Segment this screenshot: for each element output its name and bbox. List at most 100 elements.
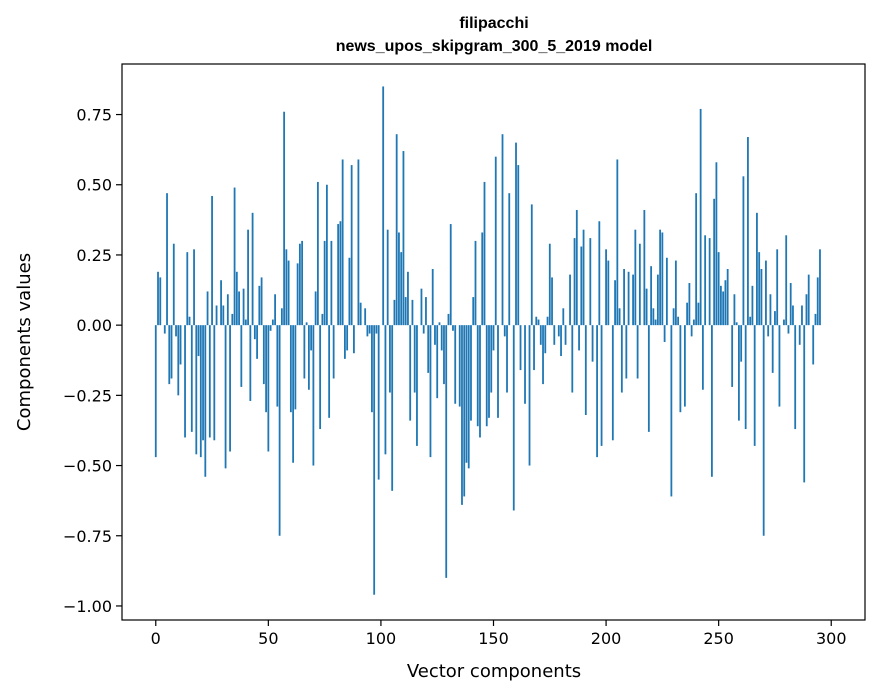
- bar-component-132: [452, 325, 454, 331]
- bar-component-31: [224, 325, 227, 469]
- bar-component-179: [557, 325, 560, 337]
- bar-component-142: [474, 240, 477, 326]
- bar-component-14: [186, 252, 189, 326]
- y-tick-label: −1.00: [63, 597, 112, 616]
- bar-component-138: [465, 325, 468, 463]
- bar-component-182: [564, 325, 567, 345]
- bar-component-270: [762, 325, 765, 536]
- bar-component-265: [751, 285, 754, 326]
- bar-component-40: [244, 319, 247, 326]
- bar-component-112: [407, 271, 409, 326]
- x-tick-label: 150: [478, 629, 509, 648]
- bar-component-60: [289, 325, 292, 413]
- bar-component-154: [501, 134, 504, 326]
- bar-component-2: [159, 277, 162, 326]
- bar-component-271: [765, 260, 767, 326]
- bar-component-223: [656, 274, 659, 326]
- bar-component-191: [584, 325, 587, 416]
- bar-component-82: [339, 221, 342, 326]
- bar-component-221: [652, 308, 655, 326]
- bar-component-19: [197, 325, 200, 357]
- bar-component-8: [172, 243, 175, 326]
- bar-component-164: [524, 325, 526, 404]
- bar-component-103: [386, 229, 389, 326]
- bar-component-203: [611, 325, 614, 441]
- y-tick-label: 0.75: [76, 106, 112, 125]
- bar-component-49: [265, 325, 267, 413]
- bar-component-87: [350, 165, 353, 326]
- bar-component-43: [251, 212, 254, 326]
- bar-component-196: [596, 325, 598, 458]
- bar-component-59: [287, 260, 290, 326]
- bar-component-54: [276, 325, 279, 407]
- bar-component-133: [454, 325, 457, 404]
- bar-component-214: [636, 325, 639, 379]
- bar-component-269: [760, 268, 763, 326]
- bar-component-162: [519, 325, 522, 371]
- bar-component-36: [235, 271, 238, 326]
- bar-component-172: [542, 325, 544, 385]
- bar-component-251: [720, 285, 722, 326]
- bar-component-189: [580, 246, 583, 326]
- bar-component-160: [515, 142, 517, 326]
- bar-component-26: [213, 325, 216, 441]
- bar-component-50: [267, 325, 270, 452]
- bar-component-17: [193, 249, 195, 326]
- bar-component-64: [298, 243, 301, 326]
- bar-component-27: [215, 305, 218, 326]
- bar-component-212: [632, 274, 634, 326]
- bar-component-248: [713, 198, 716, 326]
- bar-component-267: [756, 212, 758, 326]
- bar-component-37: [238, 291, 240, 326]
- bar-component-123: [431, 268, 434, 326]
- bar-component-217: [643, 210, 646, 326]
- bar-component-73: [319, 325, 322, 430]
- bar-component-235: [683, 325, 686, 407]
- bar-component-120: [425, 297, 427, 326]
- bar-component-277: [778, 325, 781, 407]
- bar-component-61: [292, 325, 295, 463]
- bar-component-210: [627, 271, 630, 326]
- bar-component-105: [391, 325, 394, 491]
- bar-component-93: [364, 308, 367, 326]
- bar-component-81: [337, 224, 340, 326]
- bar-component-206: [618, 308, 621, 326]
- bar-component-25: [211, 195, 213, 326]
- bar-component-208: [623, 268, 625, 326]
- bar-component-215: [638, 243, 641, 326]
- bar-component-205: [616, 159, 619, 326]
- bar-component-94: [366, 325, 369, 337]
- y-tick-label: −0.50: [63, 457, 112, 476]
- bar-component-74: [321, 313, 324, 326]
- bar-component-293: [814, 313, 817, 326]
- bar-component-69: [310, 325, 313, 351]
- bar-component-169: [535, 316, 538, 326]
- bar-component-268: [758, 252, 761, 326]
- x-tick-label: 300: [816, 629, 847, 648]
- chart-subtitle: news_upos_skipgram_300_5_2019 model: [336, 38, 653, 55]
- bar-component-139: [467, 325, 470, 469]
- y-tick-label: −0.25: [63, 386, 112, 405]
- bar-component-63: [296, 263, 299, 326]
- bar-component-188: [578, 325, 580, 351]
- bar-component-281: [787, 325, 790, 334]
- bar-component-201: [607, 260, 610, 326]
- bar-component-232: [677, 316, 680, 326]
- bar-component-243: [701, 325, 704, 390]
- bar-component-244: [704, 235, 707, 326]
- bar-component-186: [573, 238, 576, 326]
- y-axis-label: Components values: [14, 253, 35, 431]
- bar-component-170: [537, 319, 540, 326]
- bar-component-46: [258, 285, 261, 326]
- bar-component-104: [389, 325, 391, 393]
- bar-component-187: [575, 210, 578, 326]
- bar-component-197: [598, 221, 601, 326]
- bar-component-236: [686, 302, 689, 326]
- bar-component-0: [154, 325, 157, 458]
- bar-component-39: [242, 288, 245, 326]
- bar-component-109: [400, 252, 403, 326]
- bar-component-242: [699, 108, 702, 326]
- bar-component-84: [344, 325, 346, 359]
- bar-component-72: [316, 181, 319, 326]
